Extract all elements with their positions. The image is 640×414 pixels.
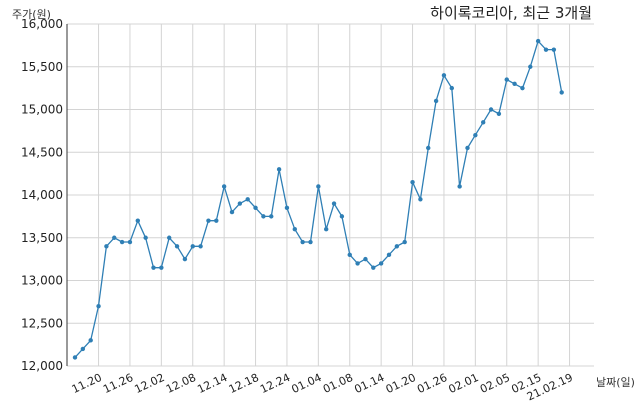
data-point — [339, 214, 345, 219]
x-tick-labels: 11.2011.2612.0212.0812.1412.1812.2401.04… — [70, 371, 575, 403]
data-point — [457, 184, 462, 189]
data-point — [355, 261, 360, 266]
x-tick-label: 12.24 — [258, 371, 292, 396]
data-point — [112, 235, 117, 240]
data-point — [221, 184, 227, 189]
data-point — [143, 235, 148, 240]
data-point — [229, 209, 235, 215]
data-point — [174, 244, 180, 249]
data-point — [528, 64, 533, 69]
chart-title: 하이록코리아, 최근 3개월 — [430, 4, 592, 22]
data-point — [96, 303, 101, 309]
data-point — [418, 197, 423, 202]
data-point — [426, 145, 431, 151]
data-point — [159, 265, 164, 270]
y-tick-label: 14,000 — [21, 188, 63, 202]
data-point — [488, 107, 494, 112]
x-tick-label: 01.26 — [415, 371, 449, 396]
data-point — [551, 47, 557, 52]
data-point — [292, 227, 297, 232]
x-tick-label: 12.08 — [164, 371, 198, 396]
data-point — [167, 235, 172, 240]
x-tick-label: 01.08 — [321, 371, 355, 396]
data-point — [520, 85, 525, 91]
data-point — [182, 256, 188, 262]
data-point — [410, 179, 415, 185]
data-point — [559, 90, 564, 95]
y-axis-label: 주가(원) — [12, 8, 51, 21]
series — [72, 38, 564, 360]
data-point — [276, 167, 282, 172]
data-point — [386, 252, 392, 258]
data-point — [80, 346, 86, 352]
data-point — [433, 98, 439, 104]
data-point — [402, 239, 407, 245]
data-point — [269, 214, 274, 219]
data-point — [284, 205, 290, 211]
y-tick-label: 13,000 — [21, 274, 63, 288]
data-point — [504, 77, 509, 82]
data-point — [331, 201, 337, 206]
data-point — [104, 244, 109, 249]
data-point — [465, 145, 470, 151]
data-point — [119, 239, 125, 245]
y-tick-labels: 12,000 12,500 13,000 13,500 14,000 14,500 15,0… — [21, 17, 63, 373]
data-point — [363, 256, 368, 262]
data-point — [347, 252, 352, 258]
data-point — [135, 218, 140, 223]
data-point — [237, 201, 243, 206]
data-point — [151, 265, 156, 270]
data-point — [316, 184, 321, 189]
data-point — [481, 120, 486, 125]
y-tick-label: 16,000 — [21, 17, 63, 31]
x-tick-label: 02.05 — [478, 371, 512, 396]
x-tick-label: 01.20 — [384, 371, 418, 396]
data-point — [253, 205, 258, 211]
data-point — [88, 338, 93, 343]
data-point — [449, 85, 454, 91]
x-tick-label: 02.01 — [447, 371, 481, 396]
data-point — [72, 355, 78, 360]
x-tick-label: 12.18 — [227, 371, 261, 396]
data-point — [324, 227, 329, 232]
x-tick-label: 12.02 — [133, 371, 167, 396]
data-point — [496, 111, 502, 116]
data-point — [198, 244, 203, 249]
x-tick-label: 01.14 — [352, 371, 386, 396]
x-tick-label: 12.14 — [195, 371, 229, 396]
data-point — [543, 47, 549, 52]
y-tick-label: 12,000 — [21, 359, 63, 373]
grid — [67, 23, 594, 367]
data-point — [127, 239, 133, 245]
x-axis-label: 날짜(일) — [596, 375, 635, 389]
data-point — [190, 244, 195, 249]
data-point — [261, 214, 266, 219]
data-point — [245, 197, 250, 202]
y-tick-label: 15,500 — [21, 60, 63, 74]
y-tick-label: 13,500 — [21, 231, 63, 245]
data-point — [206, 218, 211, 223]
data-point — [473, 132, 478, 138]
data-point — [378, 261, 384, 266]
data-point — [300, 239, 305, 245]
data-point — [394, 244, 400, 249]
data-point — [535, 38, 541, 44]
x-tick-label: 01.04 — [290, 371, 324, 396]
data-point — [214, 218, 219, 223]
data-point — [512, 81, 517, 87]
y-tick-label: 12,500 — [21, 316, 63, 330]
data-point — [371, 265, 376, 270]
y-tick-label: 14,500 — [21, 145, 63, 159]
y-tick-label: 15,000 — [21, 103, 63, 117]
data-point — [441, 73, 447, 78]
data-point — [308, 239, 313, 245]
x-tick-label: 11.20 — [70, 371, 104, 396]
x-tick-label: 11.26 — [101, 371, 135, 396]
